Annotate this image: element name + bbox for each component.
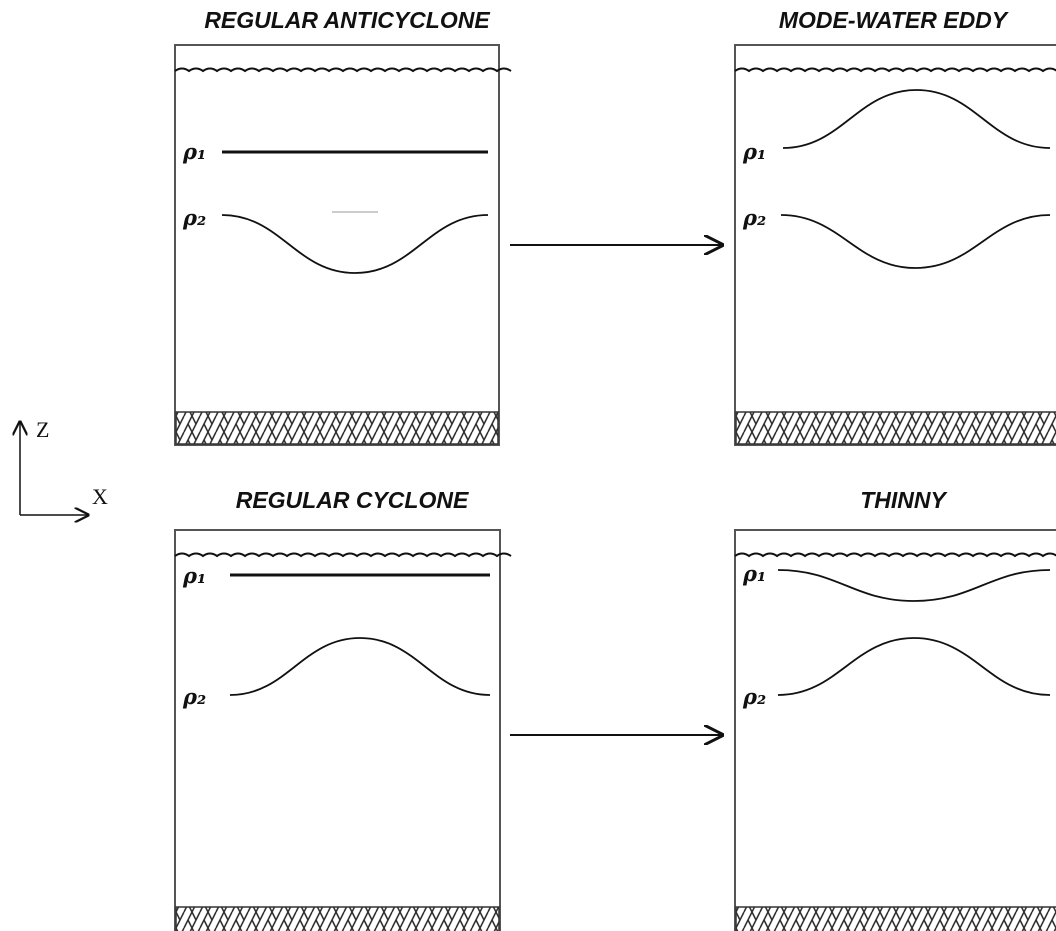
panel-frame [175,530,500,931]
z-axis-label: Z [36,417,49,442]
sea-floor [736,907,1056,931]
density-label: ρ₁ [182,139,206,164]
panel-frame [735,45,1056,445]
sea-floor [176,907,499,931]
panel-frame [735,530,1056,931]
density-label: ρ₂ [182,684,206,709]
density-label: ρ₂ [742,205,766,230]
density-label: ρ₂ [742,684,766,709]
sea-floor [736,412,1056,444]
density-label: ρ₁ [742,139,766,164]
density-label: ρ₁ [182,563,206,588]
panel-title: MODE-WATER EDDY [779,7,1010,33]
panel-title: THINNY [860,487,948,513]
density-label: ρ₂ [182,205,206,230]
panel-title: REGULAR ANTICYCLONE [204,7,490,33]
sea-floor [176,412,498,444]
panel-frame [175,45,499,445]
density-label: ρ₁ [742,561,766,586]
panel-title: REGULAR CYCLONE [236,487,469,513]
diagram: Z X REGULAR ANTICYCLONE ρ₁ ρ₂ MODE-WATER ED… [0,0,1056,931]
x-axis-label: X [92,484,108,509]
